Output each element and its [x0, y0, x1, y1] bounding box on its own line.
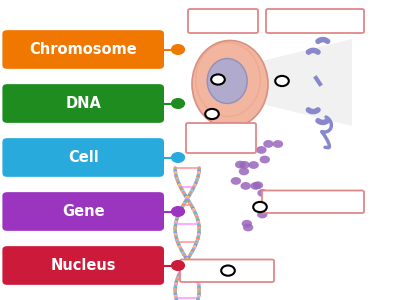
Circle shape: [248, 161, 259, 169]
Circle shape: [253, 181, 263, 189]
FancyBboxPatch shape: [262, 190, 364, 213]
FancyBboxPatch shape: [2, 30, 164, 69]
Circle shape: [172, 99, 184, 108]
Ellipse shape: [207, 58, 247, 104]
Circle shape: [263, 140, 274, 148]
Circle shape: [243, 224, 253, 231]
Circle shape: [172, 153, 184, 162]
Circle shape: [172, 207, 184, 216]
Circle shape: [221, 266, 235, 276]
Circle shape: [273, 140, 283, 148]
Circle shape: [257, 189, 268, 197]
Circle shape: [266, 203, 276, 211]
FancyBboxPatch shape: [2, 138, 164, 177]
Circle shape: [211, 74, 225, 85]
Circle shape: [256, 146, 266, 154]
FancyBboxPatch shape: [180, 260, 274, 282]
Circle shape: [266, 203, 276, 211]
Circle shape: [239, 161, 250, 169]
Circle shape: [260, 156, 270, 164]
Circle shape: [239, 167, 249, 175]
Circle shape: [253, 202, 267, 212]
Circle shape: [242, 220, 252, 228]
FancyBboxPatch shape: [266, 9, 364, 33]
FancyBboxPatch shape: [2, 192, 164, 231]
Circle shape: [260, 202, 270, 210]
Text: Cell: Cell: [68, 150, 98, 165]
FancyBboxPatch shape: [186, 123, 256, 153]
FancyBboxPatch shape: [2, 84, 164, 123]
Circle shape: [250, 182, 261, 190]
FancyBboxPatch shape: [188, 9, 258, 33]
Ellipse shape: [192, 40, 268, 128]
Text: Chromosome: Chromosome: [29, 42, 137, 57]
Text: Nucleus: Nucleus: [50, 258, 116, 273]
FancyBboxPatch shape: [2, 246, 164, 285]
Circle shape: [172, 261, 184, 270]
Circle shape: [257, 211, 268, 218]
Circle shape: [235, 161, 245, 169]
Text: DNA: DNA: [65, 96, 101, 111]
Circle shape: [240, 182, 251, 190]
Circle shape: [271, 199, 281, 206]
Polygon shape: [254, 39, 352, 126]
Circle shape: [205, 109, 219, 119]
Text: Gene: Gene: [62, 204, 104, 219]
Circle shape: [275, 76, 289, 86]
Circle shape: [172, 45, 184, 54]
Circle shape: [231, 177, 241, 185]
